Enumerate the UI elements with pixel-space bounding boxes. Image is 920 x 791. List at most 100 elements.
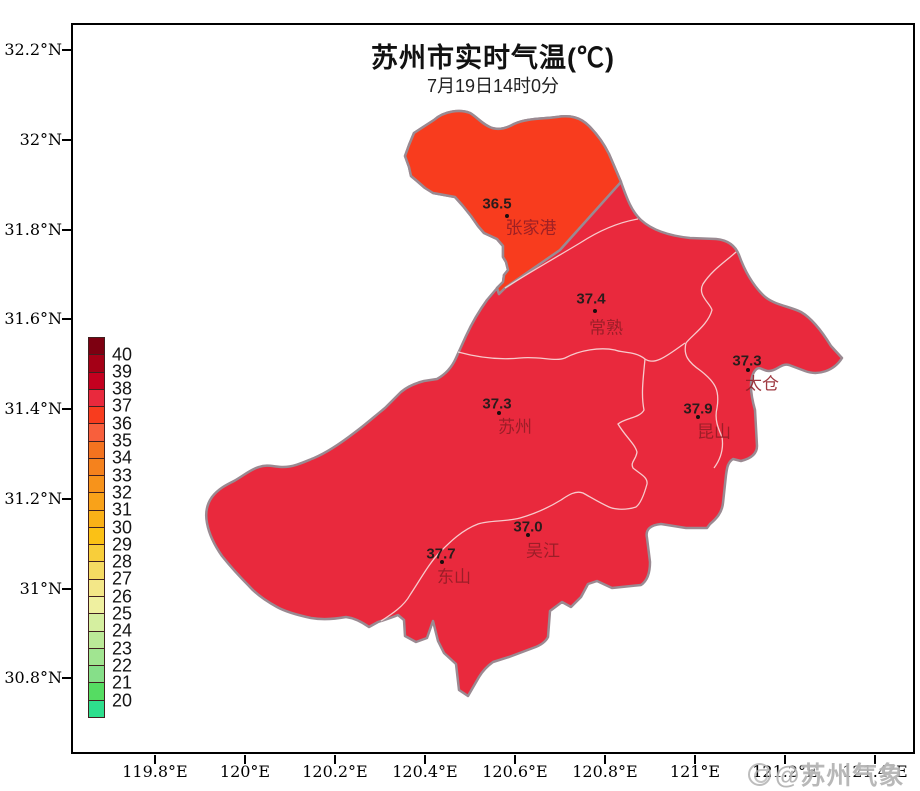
y-tickmark [62, 588, 71, 590]
y-tickmark [62, 677, 71, 679]
district-boundaries [380, 218, 737, 622]
colorbar-tick-label: 40 [112, 344, 133, 365]
y-tick-label: 31.4°N [4, 399, 62, 418]
colorbar-cell [89, 545, 104, 563]
weather-bureau-logo-icon [748, 762, 771, 786]
colorbar-cell [89, 648, 104, 667]
y-tickmark [62, 139, 71, 141]
x-tick-label: 120.8°E [572, 762, 638, 781]
colorbar-cell [89, 424, 104, 442]
region-main-body [204, 109, 844, 698]
colorbar-cell [89, 355, 104, 373]
colorbar-tick-label: 38 [112, 378, 133, 399]
colorbar-tick-label: 34 [112, 447, 133, 468]
station-value: 37.3 [732, 352, 762, 370]
colorbar-cell [89, 579, 104, 597]
x-tick-label: 119.8°E [122, 762, 188, 781]
station-dot [497, 411, 501, 415]
x-tick-label: 120.2°E [302, 762, 368, 781]
colorbar-tick-label: 36 [112, 413, 133, 434]
station-name: 太仓 [745, 374, 779, 394]
y-tickmark [62, 498, 71, 500]
x-tickmark [424, 755, 426, 764]
y-tickmark [62, 49, 71, 51]
station-name: 苏州 [498, 417, 532, 437]
colorbar-cell [89, 596, 104, 615]
station-name: 张家港 [505, 218, 557, 238]
watermark: @苏州气象 [748, 756, 904, 791]
colorbar-tick-label: 29 [112, 534, 133, 555]
x-tickmark [514, 755, 516, 764]
colorbar-cell [89, 510, 104, 528]
y-tick-label: 30.8°N [4, 668, 62, 687]
colorbar-tick-label: 39 [112, 361, 133, 382]
x-tickmark [874, 755, 876, 764]
x-tickmark [154, 755, 156, 764]
colorbar-tick-label: 35 [112, 430, 133, 451]
colorbar-cell [89, 338, 104, 356]
y-tickmark [62, 229, 71, 231]
map-title: 苏州市实时气温(℃) [371, 43, 615, 73]
station-value: 37.0 [513, 518, 543, 536]
y-tick-label: 31.8°N [4, 220, 62, 239]
x-tick-label: 120°E [219, 762, 271, 781]
colorbar-cell [89, 441, 104, 459]
station-name: 常熟 [589, 318, 623, 338]
colorbar-tick-label: 37 [112, 395, 133, 416]
x-tickmark [334, 755, 336, 764]
y-tick-label: 31.6°N [4, 309, 62, 328]
colorbar-cell [89, 389, 104, 408]
station-value: 37.4 [576, 290, 606, 308]
colorbar-tick-label: 20 [112, 690, 133, 711]
colorbar-tick-label: 23 [112, 638, 133, 659]
station-dot [440, 560, 444, 564]
colorbar-cell [89, 683, 104, 701]
y-tick-label: 31.2°N [4, 489, 62, 508]
timestamp: 7月19日14时0分 [426, 76, 560, 96]
y-tick-label: 31°N [19, 579, 62, 598]
colorbar-tick-label: 22 [112, 655, 133, 676]
station-value: 37.9 [683, 400, 713, 418]
station-name: 东山 [437, 567, 471, 587]
colorbar-cell [89, 458, 104, 477]
colorbar-tick-label: 21 [112, 672, 133, 693]
temperature-colorbar [88, 337, 105, 718]
station-value: 37.7 [426, 545, 456, 563]
station-dot [526, 533, 530, 537]
colorbar-cell [89, 372, 104, 390]
station-dot [746, 368, 750, 372]
colorbar-tick-label: 28 [112, 551, 133, 572]
x-tick-label: 120.6°E [482, 762, 548, 781]
suzhou-temperature-map [204, 109, 844, 698]
x-tickmark [784, 755, 786, 764]
x-tick-label: 120.4°E [392, 762, 458, 781]
colorbar-tick-label: 25 [112, 603, 133, 624]
colorbar-cell [89, 527, 104, 546]
region-zhangjiagang [403, 109, 623, 296]
colorbar-cell [89, 631, 104, 649]
colorbar-tick-label: 32 [112, 482, 133, 503]
colorbar-tick-label: 31 [112, 499, 133, 520]
colorbar-tick-label: 26 [112, 586, 133, 607]
colorbar-cell [89, 700, 104, 717]
colorbar-tick-label: 33 [112, 465, 133, 486]
colorbar-cell [89, 666, 104, 684]
y-tick-label: 32.2°N [4, 40, 62, 59]
colorbar-tick-label: 27 [112, 568, 133, 589]
colorbar-cell [89, 407, 104, 425]
station-value: 36.5 [482, 195, 512, 213]
colorbar-tick-label: 30 [112, 517, 133, 538]
y-tick-label: 32°N [19, 130, 62, 149]
y-tickmark [62, 408, 71, 410]
station-dot [593, 309, 597, 313]
station-dot [505, 214, 509, 218]
station-value: 37.3 [482, 395, 512, 413]
x-tickmark [694, 755, 696, 764]
x-tick-label: 121°E [669, 762, 721, 781]
colorbar-tick-label: 24 [112, 620, 133, 641]
colorbar-cell [89, 493, 104, 511]
colorbar-cell [89, 562, 104, 580]
x-tick-label: 121.4°E [842, 762, 908, 781]
x-tickmark [604, 755, 606, 764]
